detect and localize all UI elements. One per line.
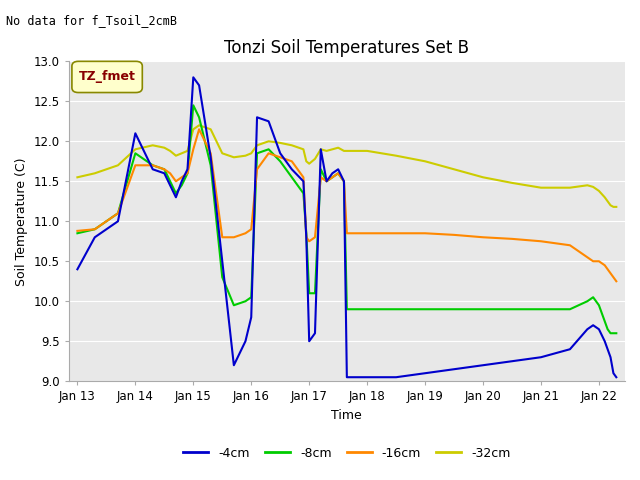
Text: No data for f_Tsoil_2cmB: No data for f_Tsoil_2cmB [6, 14, 177, 27]
Text: TZ_fmet: TZ_fmet [79, 71, 136, 84]
X-axis label: Time: Time [332, 409, 362, 422]
Title: Tonzi Soil Temperatures Set B: Tonzi Soil Temperatures Set B [225, 39, 469, 57]
Legend: -4cm, -8cm, -16cm, -32cm: -4cm, -8cm, -16cm, -32cm [179, 442, 515, 465]
Y-axis label: Soil Temperature (C): Soil Temperature (C) [15, 157, 28, 286]
